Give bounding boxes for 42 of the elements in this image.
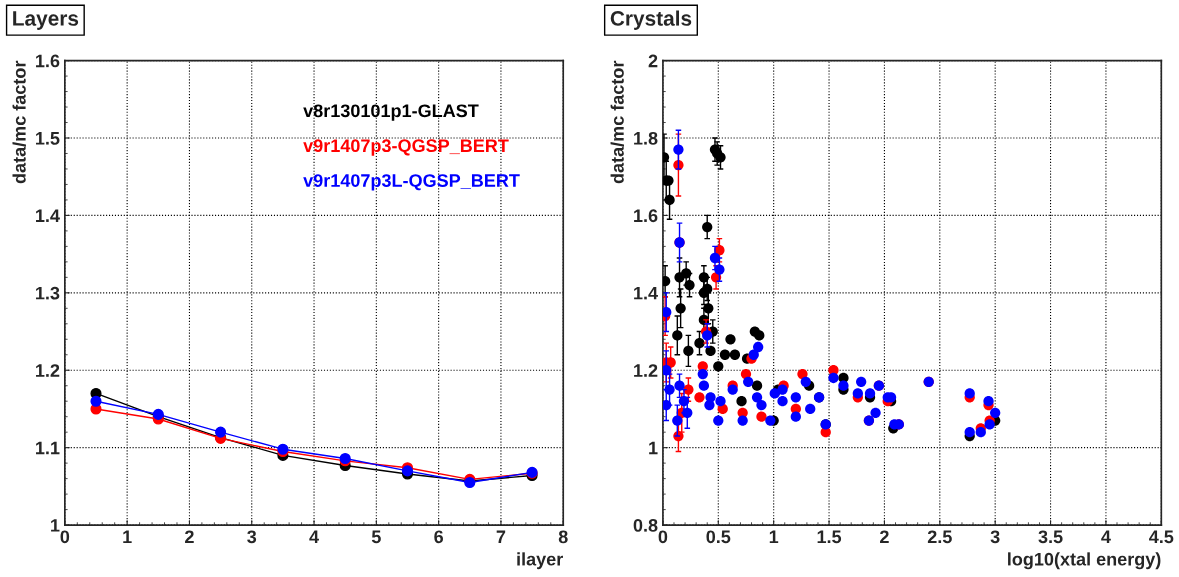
x-tick-label: 1 bbox=[769, 530, 779, 544]
y-tick-label: 0.8 bbox=[633, 519, 658, 532]
y-tick-label: 1 bbox=[51, 519, 60, 532]
x-tick-label: 6 bbox=[434, 530, 444, 544]
x-tick-label: 2.5 bbox=[927, 530, 952, 544]
text: v9r1407p3-QGSP_BERT bbox=[303, 139, 509, 156]
y-tick-label: 1.5 bbox=[36, 132, 60, 145]
x-tick-label: 0.5 bbox=[706, 530, 731, 544]
y-tick-label: 2 bbox=[648, 54, 658, 68]
x-tick-label: 4.5 bbox=[1149, 530, 1174, 544]
chart-title: Layers bbox=[13, 11, 79, 30]
y-tick-label: 1.1 bbox=[36, 441, 60, 455]
y-axis-title: data/mc factor bbox=[12, 60, 26, 184]
x-axis-title: ilayer bbox=[517, 552, 563, 570]
x-tick-label: 1.5 bbox=[817, 530, 842, 544]
x-tick-label: 4 bbox=[309, 530, 319, 544]
x-tick-label: 8 bbox=[558, 530, 568, 544]
y-tick-label: 1.2 bbox=[36, 364, 60, 377]
y-tick-label: 1.4 bbox=[36, 209, 60, 222]
x-tick-label: 5 bbox=[371, 530, 381, 544]
x-tick-label: 2 bbox=[185, 530, 194, 544]
x-axis-title: log10(xtal energy) bbox=[1008, 552, 1161, 570]
y-tick-label: 1.4 bbox=[634, 286, 658, 300]
x-tick-label: 3 bbox=[247, 530, 257, 544]
x-tick-label: 4 bbox=[1101, 530, 1111, 544]
x-tick-label: 0 bbox=[658, 530, 668, 544]
chart-title: Crystals bbox=[610, 10, 692, 30]
x-tick-label: 0 bbox=[60, 530, 70, 544]
y-tick-label: 1.8 bbox=[634, 131, 658, 145]
y-tick-label: 1.6 bbox=[634, 209, 658, 223]
text: v9r1407p3L-QGSP_BERT bbox=[303, 174, 520, 191]
x-tick-label: 2 bbox=[880, 530, 889, 544]
y-tick-label: 1.2 bbox=[634, 364, 658, 377]
text: v8r130101p1-GLAST bbox=[303, 104, 479, 121]
x-tick-label: 1 bbox=[123, 530, 132, 544]
x-tick-label: 3.5 bbox=[1038, 530, 1063, 544]
y-tick-label: 1 bbox=[649, 441, 658, 455]
y-tick-label: 1.6 bbox=[36, 54, 60, 68]
y-tick-label: 1.3 bbox=[36, 286, 60, 300]
x-tick-label: 7 bbox=[496, 530, 506, 544]
x-tick-label: 3 bbox=[990, 530, 1000, 544]
y-axis-title: data/mc factor bbox=[610, 60, 625, 184]
